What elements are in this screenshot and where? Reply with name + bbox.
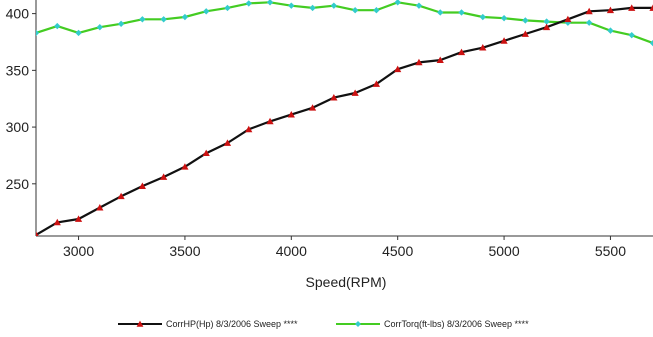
legend-item-hp: CorrHP(Hp) 8/3/2006 Sweep ****	[118, 319, 298, 329]
data-point	[36, 231, 39, 236]
data-point	[53, 218, 61, 226]
data-point	[564, 15, 572, 23]
series-line	[36, 6, 653, 236]
data-point	[96, 24, 104, 31]
data-point	[351, 89, 359, 96]
series-layer	[36, 0, 653, 236]
x-tick-label: 3500	[169, 243, 200, 259]
legend: CorrHP(Hp) 8/3/2006 Sweep **** CorrTorq(f…	[118, 319, 529, 329]
data-point	[649, 39, 653, 47]
data-point	[649, 4, 653, 11]
y-tick-label: 350	[6, 62, 30, 78]
legend-item-torque: CorrTorq(ft-lbs) 8/3/2006 Sweep ****	[336, 319, 529, 329]
data-point	[36, 29, 40, 37]
data-point	[160, 16, 167, 23]
x-axis-title: Speed(RPM)	[306, 274, 387, 290]
data-point	[415, 2, 423, 9]
legend-label: CorrHP(Hp) 8/3/2006 Sweep ****	[166, 319, 298, 329]
legend-label: CorrTorq(ft-lbs) 8/3/2006 Sweep ****	[384, 319, 529, 329]
data-point	[309, 4, 316, 12]
x-tick-label: 5500	[595, 243, 626, 259]
x-tick-label: 4000	[276, 243, 307, 259]
data-point	[138, 182, 146, 189]
data-point	[245, 125, 253, 133]
data-point	[500, 14, 508, 22]
data-point	[266, 117, 274, 125]
data-point	[607, 27, 614, 34]
data-point	[160, 173, 168, 180]
legend-marker	[136, 320, 144, 327]
data-point	[394, 65, 402, 73]
data-point	[585, 7, 593, 15]
data-point	[96, 204, 104, 211]
data-point	[394, 0, 401, 6]
data-point	[330, 93, 338, 101]
data-point	[202, 149, 210, 157]
data-point	[117, 192, 125, 200]
data-point	[224, 4, 231, 12]
data-point	[585, 19, 593, 26]
data-point	[139, 16, 146, 23]
data-point	[522, 17, 529, 24]
y-tick-label: 400	[6, 6, 30, 22]
data-point	[543, 18, 550, 25]
data-point	[181, 13, 189, 21]
data-point	[543, 23, 551, 31]
y-tick-label: 250	[6, 176, 30, 192]
series-line	[36, 1, 653, 45]
x-tick-label: 5000	[488, 243, 519, 259]
y-tick-label: 300	[6, 119, 30, 135]
axes	[35, 0, 653, 237]
data-point	[181, 163, 189, 170]
data-point	[330, 2, 338, 9]
data-point	[54, 22, 61, 30]
data-point	[479, 13, 486, 21]
data-point	[351, 7, 359, 14]
data-point	[223, 139, 232, 146]
data-point	[436, 56, 444, 64]
data-point	[415, 58, 423, 66]
data-point	[117, 20, 125, 28]
data-point	[266, 0, 274, 6]
x-tick-label: 4500	[382, 243, 413, 259]
data-point	[564, 19, 572, 26]
tick-layer: 250 300 350 400 3000 3500 4000 4500 5000 5500	[6, 6, 627, 259]
data-point	[308, 104, 317, 111]
series-hp	[36, 4, 653, 236]
series-torque	[36, 0, 653, 47]
data-point	[479, 44, 487, 51]
data-point	[628, 4, 636, 11]
data-point	[628, 31, 635, 39]
data-point	[245, 0, 252, 7]
data-point	[203, 8, 210, 15]
data-point	[373, 7, 380, 14]
x-tick-label: 3000	[63, 243, 94, 259]
data-point	[437, 9, 444, 16]
data-point	[287, 110, 295, 118]
data-point	[606, 6, 615, 14]
data-point	[500, 37, 508, 44]
legend-marker	[355, 321, 361, 327]
data-point	[75, 29, 82, 37]
data-point	[521, 30, 529, 37]
data-point	[458, 9, 465, 16]
data-point	[457, 48, 466, 56]
data-point	[74, 215, 83, 222]
data-point	[372, 80, 381, 87]
data-point	[288, 2, 295, 9]
